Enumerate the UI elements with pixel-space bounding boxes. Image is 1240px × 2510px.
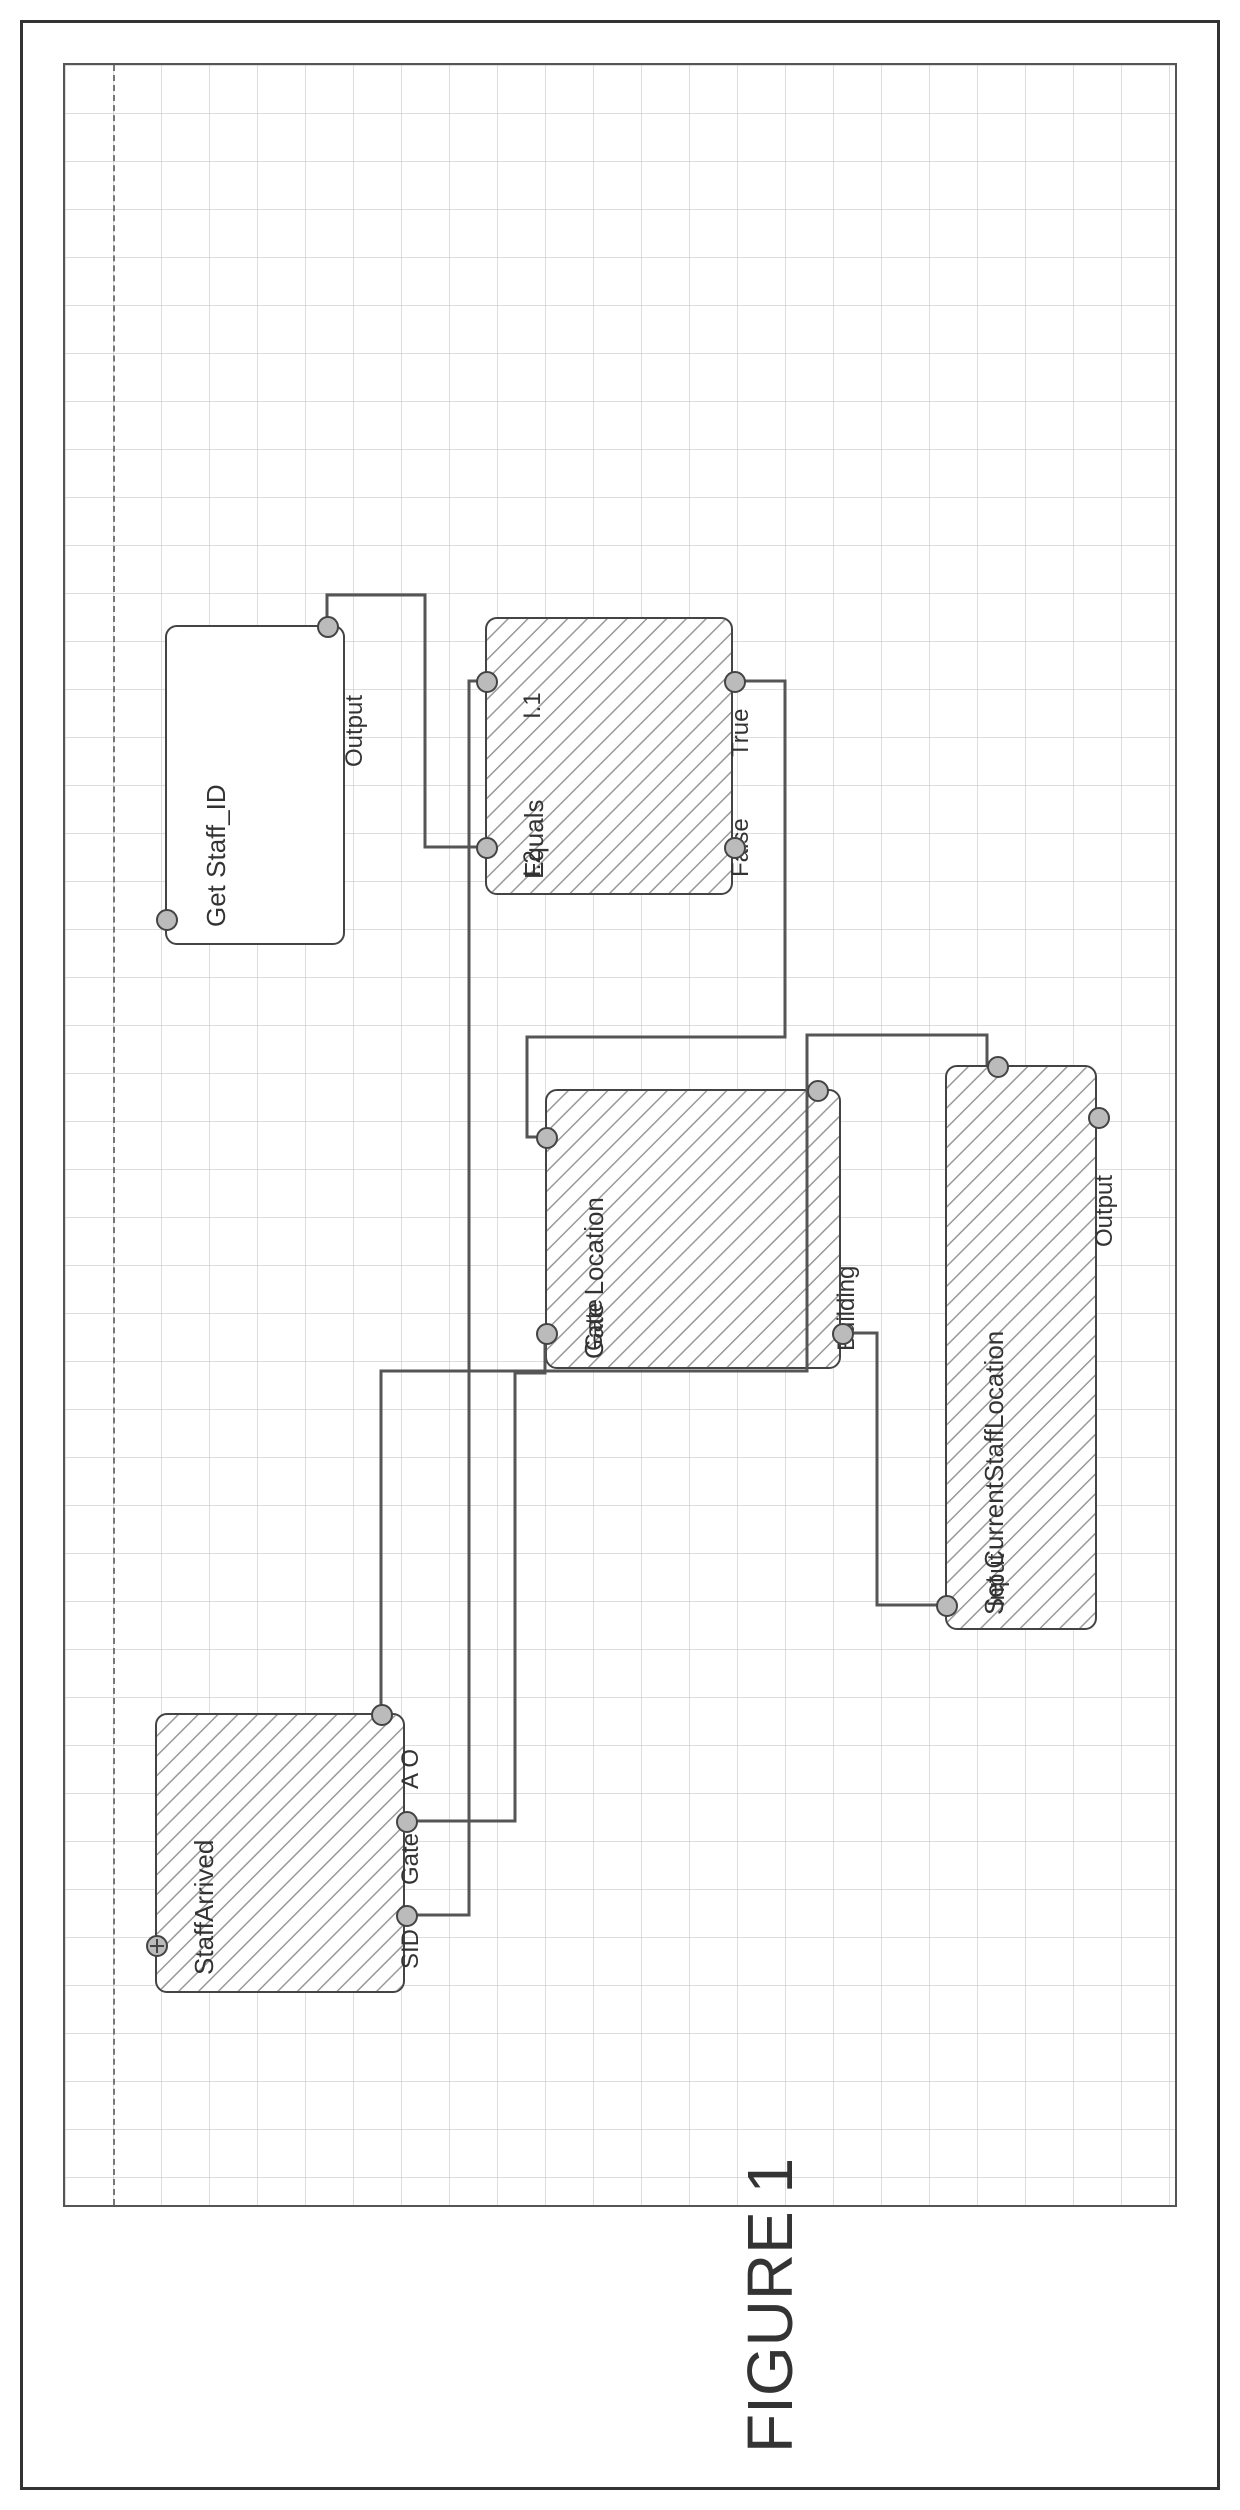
edges-layer bbox=[65, 65, 1175, 2205]
port-Gate[interactable] bbox=[396, 1811, 418, 1833]
port-Input[interactable] bbox=[936, 1595, 958, 1617]
port-Output[interactable] bbox=[1088, 1107, 1110, 1129]
port-False[interactable] bbox=[724, 837, 746, 859]
port-in[interactable] bbox=[156, 909, 178, 931]
port-True[interactable] bbox=[724, 671, 746, 693]
edge bbox=[405, 681, 485, 1915]
port-trig_in2[interactable] bbox=[987, 1056, 1009, 1078]
port-Gate[interactable] bbox=[536, 1323, 558, 1345]
edge bbox=[527, 681, 785, 1137]
port-trig_in[interactable] bbox=[536, 1127, 558, 1149]
edge bbox=[807, 1035, 987, 1100]
port-Output[interactable] bbox=[317, 616, 339, 638]
diagram-frame: StaffArrivedA OGateSIDGet Staff_IDOutput… bbox=[20, 20, 1220, 2490]
edge bbox=[381, 1100, 807, 1713]
port-Building[interactable] bbox=[832, 1323, 854, 1345]
edge bbox=[405, 1333, 545, 1821]
edge bbox=[327, 595, 485, 847]
edge bbox=[843, 1333, 945, 1605]
port-trig_out[interactable] bbox=[807, 1080, 829, 1102]
port-SID[interactable] bbox=[396, 1905, 418, 1927]
port-I1[interactable] bbox=[476, 671, 498, 693]
grid-canvas: StaffArrivedA OGateSIDGet Staff_IDOutput… bbox=[63, 63, 1177, 2207]
port-I2[interactable] bbox=[476, 837, 498, 859]
port-AO[interactable] bbox=[371, 1704, 393, 1726]
port-trigger[interactable] bbox=[146, 1935, 168, 1957]
